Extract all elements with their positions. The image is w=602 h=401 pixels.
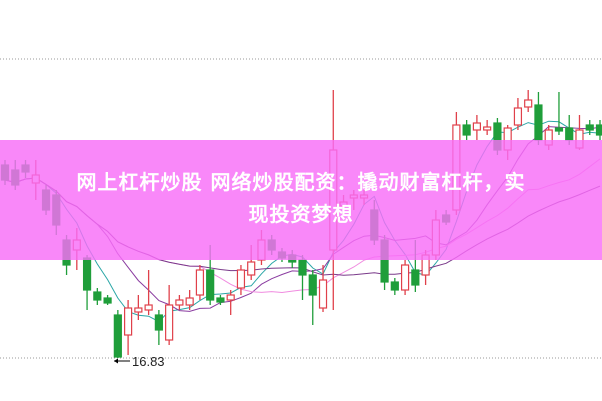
candle-body — [165, 304, 174, 341]
candle-body — [134, 307, 143, 313]
candle — [175, 295, 184, 310]
low-annotation: 16.83 — [114, 354, 165, 369]
candle — [483, 120, 492, 135]
candle — [113, 310, 122, 358]
candle-body — [175, 299, 184, 306]
candle — [124, 300, 133, 355]
banner-line-1: 网上杠杆炒股 网络炒股配资：撬动财富杠杆，实 — [76, 170, 526, 194]
candle-body — [585, 124, 594, 131]
candle — [595, 120, 602, 140]
candle-body — [195, 269, 205, 296]
candle — [144, 270, 153, 315]
candle — [472, 115, 481, 140]
candle — [524, 90, 533, 112]
candle-body — [390, 281, 399, 291]
candle-body — [103, 297, 112, 304]
candle-body — [595, 124, 602, 136]
candle-body — [524, 99, 533, 108]
candle — [298, 255, 307, 300]
candle — [462, 120, 471, 140]
candle-body — [554, 127, 564, 132]
candle — [226, 290, 235, 315]
candle-body — [513, 107, 523, 126]
candle — [195, 265, 205, 300]
candle — [93, 288, 102, 305]
candle-body — [236, 269, 246, 289]
banner-line-2: 现投资梦想 — [248, 202, 354, 226]
candle-body — [472, 122, 481, 131]
candle — [103, 295, 112, 305]
candle — [165, 285, 174, 345]
low-price-label: 16.83 — [132, 354, 165, 369]
candle — [82, 255, 92, 310]
candle-body — [216, 297, 225, 303]
candle-body — [144, 304, 153, 311]
candle — [585, 120, 594, 135]
candle-body — [534, 104, 543, 141]
candle-body — [462, 124, 471, 136]
candle-body — [113, 314, 122, 358]
candle — [318, 265, 328, 312]
candle-body — [298, 259, 307, 276]
candle-body — [82, 257, 92, 291]
candle — [134, 295, 143, 320]
banner-text: 网上杠杆炒股 网络炒股配资：撬动财富杠杆，实 现投资梦想 — [0, 166, 602, 230]
candle — [308, 270, 317, 325]
candle — [185, 290, 194, 310]
candle — [216, 295, 225, 305]
candle-body — [226, 294, 235, 301]
candle-body — [565, 127, 574, 141]
candle-body — [247, 261, 256, 276]
candle-body — [185, 297, 194, 306]
candle-body — [318, 279, 328, 309]
candle-body — [93, 291, 102, 301]
candle — [390, 278, 399, 295]
candle — [513, 98, 523, 130]
candle — [534, 92, 543, 145]
candle-body — [483, 126, 492, 131]
candle-body — [400, 264, 410, 291]
candle — [554, 92, 564, 135]
candle-body — [124, 307, 133, 336]
candle-body — [206, 269, 215, 301]
promo-banner — [0, 140, 602, 260]
candle-body — [411, 269, 420, 286]
candle — [400, 260, 410, 295]
candle — [236, 265, 246, 295]
candle-body — [308, 274, 317, 296]
candle-body — [154, 314, 163, 331]
candle — [154, 310, 163, 345]
